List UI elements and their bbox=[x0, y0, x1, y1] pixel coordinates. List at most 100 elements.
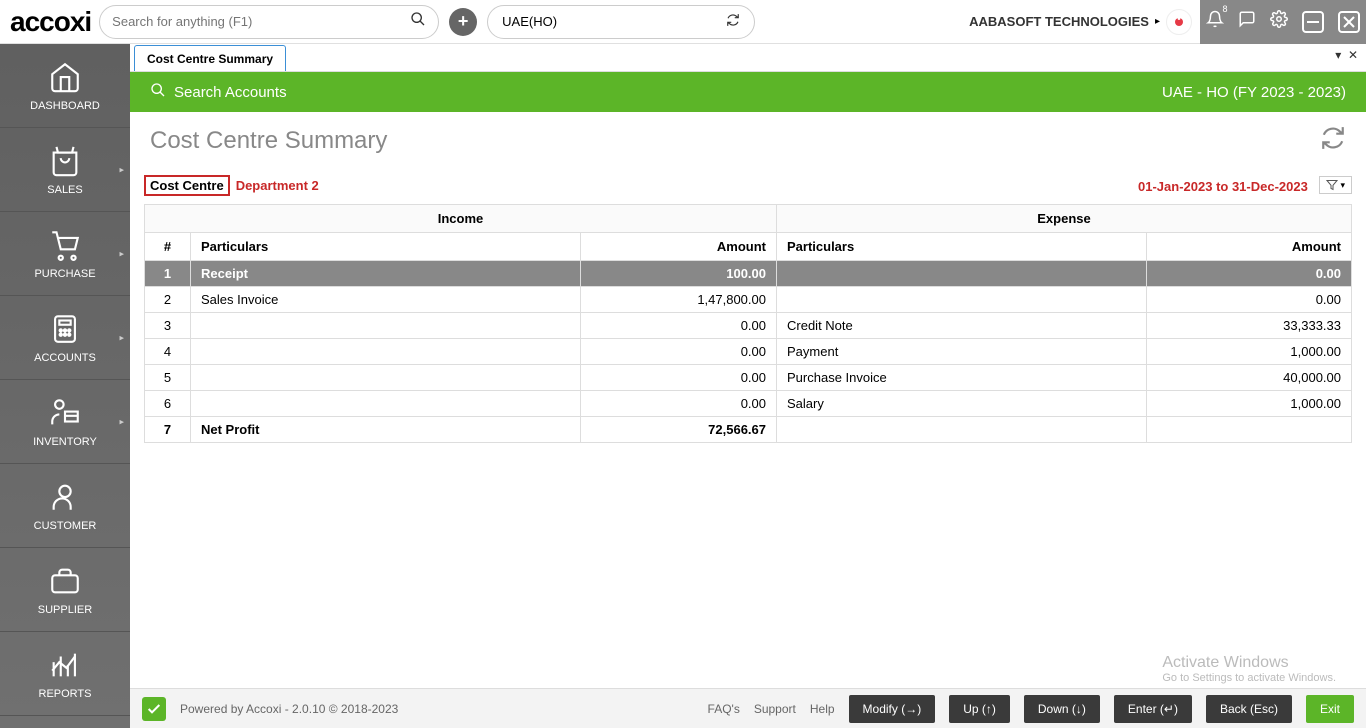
faq-link[interactable]: FAQ's bbox=[708, 702, 740, 716]
search-icon bbox=[150, 82, 166, 102]
powered-by: Powered by Accoxi - 2.0.10 © 2018-2023 bbox=[180, 702, 398, 716]
sidebar-item-label: CUSTOMER bbox=[34, 520, 97, 532]
cell-income-amount: 1,47,800.00 bbox=[581, 287, 777, 313]
support-link[interactable]: Support bbox=[754, 702, 796, 716]
cell-expense-particulars: Payment bbox=[777, 339, 1147, 365]
cell-expense-amount: 40,000.00 bbox=[1147, 365, 1352, 391]
topbar: accoxi + UAE(HO) AABASOFT TECHNOLOGIES ▸… bbox=[0, 0, 1366, 44]
sidebar-item-reports[interactable]: REPORTS bbox=[0, 632, 130, 716]
cell-income-particulars bbox=[191, 339, 581, 365]
table-row[interactable]: 7Net Profit72,566.67 bbox=[145, 417, 1352, 443]
sidebar-item-accounts[interactable]: ACCOUNTS ▸ bbox=[0, 296, 130, 380]
table-row[interactable]: 1Receipt100.00 0.00 bbox=[145, 261, 1352, 287]
cell-expense-amount: 1,000.00 bbox=[1147, 391, 1352, 417]
chat-icon[interactable] bbox=[1238, 10, 1256, 33]
date-range[interactable]: 01-Jan-2023 to 31-Dec-2023 bbox=[1138, 179, 1308, 194]
chevron-right-icon: ▸ bbox=[119, 164, 124, 175]
branch-selector[interactable]: UAE(HO) bbox=[487, 5, 755, 39]
gear-icon[interactable] bbox=[1270, 10, 1288, 33]
cell-seq: 3 bbox=[145, 313, 191, 339]
cell-expense-particulars bbox=[777, 287, 1147, 313]
cell-income-amount: 100.00 bbox=[581, 261, 777, 287]
table-row[interactable]: 2Sales Invoice1,47,800.000.00 bbox=[145, 287, 1352, 313]
fy-context: UAE - HO (FY 2023 - 2023) bbox=[1162, 84, 1346, 101]
modify-button[interactable]: Modify (→) bbox=[849, 695, 936, 723]
filter-row: Cost Centre Department 2 01-Jan-2023 to … bbox=[130, 170, 1366, 200]
cell-income-particulars: Receipt bbox=[191, 261, 581, 287]
sidebar-item-label: PURCHASE bbox=[34, 268, 95, 280]
avatar[interactable] bbox=[1166, 9, 1192, 35]
sidebar-item-supplier[interactable]: SUPPLIER bbox=[0, 548, 130, 632]
chevron-right-icon: ▸ bbox=[119, 416, 124, 427]
table-row[interactable]: 40.00Payment1,000.00 bbox=[145, 339, 1352, 365]
sidebar-item-customer[interactable]: CUSTOMER bbox=[0, 464, 130, 548]
bell-icon[interactable]: 8 bbox=[1206, 10, 1224, 33]
cell-expense-particulars: Purchase Invoice bbox=[777, 365, 1147, 391]
sidebar-item-label: DASHBOARD bbox=[30, 100, 100, 112]
title-row: Cost Centre Summary bbox=[130, 112, 1366, 170]
cell-income-particulars: Net Profit bbox=[191, 417, 581, 443]
cell-income-amount: 0.00 bbox=[581, 313, 777, 339]
col-seq: # bbox=[145, 233, 191, 261]
chevron-right-icon: ▸ bbox=[119, 332, 124, 343]
chevron-right-icon: ▸ bbox=[119, 248, 124, 259]
cell-expense-particulars bbox=[777, 261, 1147, 287]
tab-close-icon[interactable]: ✕ bbox=[1348, 48, 1358, 62]
chevron-right-icon: ▸ bbox=[1155, 16, 1160, 27]
tab-strip-controls: ▾ ✕ bbox=[1335, 48, 1358, 62]
sidebar-item-sales[interactable]: SALES▸ bbox=[0, 128, 130, 212]
cell-expense-particulars: Salary bbox=[777, 391, 1147, 417]
sidebar-item-label: INVENTORY bbox=[33, 436, 97, 448]
cell-seq: 1 bbox=[145, 261, 191, 287]
cell-income-amount: 0.00 bbox=[581, 365, 777, 391]
up-button[interactable]: Up (↑) bbox=[949, 695, 1010, 723]
cell-expense-particulars bbox=[777, 417, 1147, 443]
refresh-icon[interactable] bbox=[1320, 125, 1346, 158]
enter-button[interactable]: Enter (↵) bbox=[1114, 695, 1192, 723]
logo: accoxi bbox=[10, 6, 91, 38]
close-icon[interactable] bbox=[1338, 11, 1360, 33]
table-row[interactable]: 30.00Credit Note33,333.33 bbox=[145, 313, 1352, 339]
tab-strip: Cost Centre Summary ▾ ✕ bbox=[130, 44, 1366, 72]
global-search[interactable] bbox=[99, 5, 439, 39]
tab-menu-icon[interactable]: ▾ bbox=[1335, 48, 1341, 62]
table-row[interactable]: 50.00Purchase Invoice40,000.00 bbox=[145, 365, 1352, 391]
col-income-particulars: Particulars bbox=[191, 233, 581, 261]
sidebar-item-inventory[interactable]: INVENTORY ▸ bbox=[0, 380, 130, 464]
sidebar-item-purchase[interactable]: PURCHASE ▸ bbox=[0, 212, 130, 296]
cell-seq: 6 bbox=[145, 391, 191, 417]
add-button[interactable]: + bbox=[449, 8, 477, 36]
summary-table-wrap: Income Expense # Particulars Amount Part… bbox=[130, 200, 1366, 688]
cell-expense-particulars: Credit Note bbox=[777, 313, 1147, 339]
sidebar-item-dashboard[interactable]: DASHBOARD bbox=[0, 44, 130, 128]
income-group-header: Income bbox=[145, 205, 777, 233]
cost-centre-badge[interactable]: Cost Centre bbox=[144, 175, 230, 196]
branch-label: UAE(HO) bbox=[502, 14, 557, 29]
cell-income-particulars bbox=[191, 313, 581, 339]
help-link[interactable]: Help bbox=[810, 702, 835, 716]
main-content: Cost Centre Summary ▾ ✕ Search Accounts … bbox=[130, 44, 1366, 728]
sync-icon bbox=[726, 13, 740, 30]
tab-cost-centre-summary[interactable]: Cost Centre Summary bbox=[134, 45, 286, 71]
sidebar-item-label: SUPPLIER bbox=[38, 604, 92, 616]
company-name[interactable]: AABASOFT TECHNOLOGIES bbox=[969, 14, 1149, 29]
table-row[interactable]: 60.00Salary1,000.00 bbox=[145, 391, 1352, 417]
col-expense-particulars: Particulars bbox=[777, 233, 1147, 261]
cell-seq: 2 bbox=[145, 287, 191, 313]
global-search-input[interactable] bbox=[112, 14, 410, 29]
sidebar-item-label: ACCOUNTS bbox=[34, 352, 96, 364]
col-income-amount: Amount bbox=[581, 233, 777, 261]
top-icon-tray: 8 bbox=[1200, 0, 1366, 44]
down-button[interactable]: Down (↓) bbox=[1024, 695, 1100, 723]
expense-group-header: Expense bbox=[777, 205, 1352, 233]
search-icon bbox=[410, 11, 426, 32]
minimize-icon[interactable] bbox=[1302, 11, 1324, 33]
filter-icon[interactable]: ▾ bbox=[1319, 176, 1352, 194]
search-accounts-link[interactable]: Search Accounts bbox=[174, 84, 287, 101]
cell-income-amount: 0.00 bbox=[581, 339, 777, 365]
cell-income-particulars: Sales Invoice bbox=[191, 287, 581, 313]
cell-income-amount: 72,566.67 bbox=[581, 417, 777, 443]
exit-button[interactable]: Exit bbox=[1306, 695, 1354, 723]
back-button[interactable]: Back (Esc) bbox=[1206, 695, 1292, 723]
cell-expense-amount: 0.00 bbox=[1147, 261, 1352, 287]
